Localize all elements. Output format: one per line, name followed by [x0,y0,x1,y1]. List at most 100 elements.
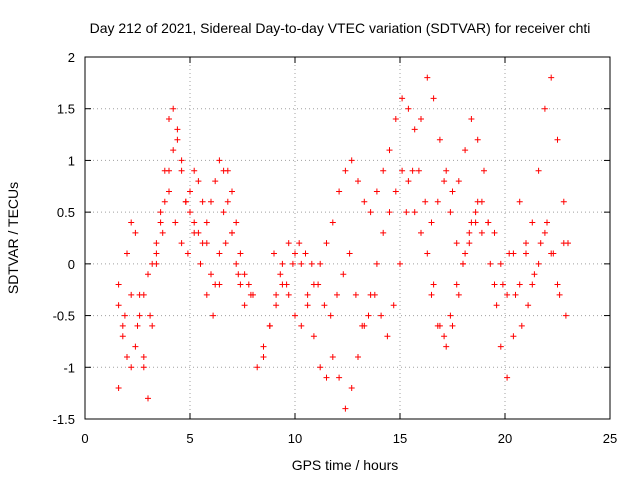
data-point [537,240,544,247]
data-point [443,343,450,350]
data-point [271,250,277,257]
data-point [195,178,202,185]
data-point [460,260,466,267]
data-point [529,219,536,226]
data-point [229,188,235,195]
data-point [260,353,267,360]
data-point [132,343,139,350]
data-point [447,209,454,216]
data-point [455,178,462,185]
data-point [157,219,164,226]
data-point [212,178,219,185]
data-point [373,260,380,267]
data-point [157,209,164,216]
data-point [178,157,185,164]
data-point [485,219,492,226]
data-point [170,105,177,112]
data-point [548,74,555,81]
data-point [453,281,460,288]
data-point [191,229,198,236]
data-point [453,240,460,247]
data-point [285,291,292,298]
data-point [197,260,204,267]
data-point [124,353,130,360]
data-point [247,291,254,298]
data-points [115,74,571,412]
data-point [455,291,462,298]
data-point [487,260,494,267]
data-point [128,364,135,371]
data-point [208,198,214,205]
data-point [174,126,181,133]
data-point [124,250,130,257]
data-point [161,198,168,205]
y-tick-label: 0 [68,257,75,272]
data-point [472,219,479,226]
data-point [359,322,366,329]
data-point [510,250,517,257]
series-F [271,167,492,340]
y-tick-label: 1 [68,153,75,168]
data-point [241,302,248,309]
data-point [512,291,519,298]
data-point [434,322,441,329]
data-point [434,198,441,205]
y-tick-labels: -1.5 -1 -0.5 0 0.5 1 1.5 2 [53,50,75,427]
data-point [289,260,296,267]
data-point [371,291,378,298]
data-point [443,167,450,174]
series-B [115,136,244,371]
data-point [222,240,229,247]
series-G [428,74,571,381]
data-point [518,322,525,329]
series-C [115,188,254,360]
data-point [260,343,267,350]
data-point [136,312,143,319]
data-point [428,291,435,298]
data-point [342,405,349,412]
data-point [424,250,431,257]
data-point [348,384,355,391]
data-point [182,198,189,205]
data-point [556,291,563,298]
y-tick-label: -1 [63,360,75,375]
data-point [184,250,191,257]
x-tick-label: 15 [393,431,407,446]
data-point [308,260,315,267]
data-point [380,229,387,236]
data-point [523,240,529,247]
x-tick-label: 10 [288,431,302,446]
data-point [285,240,292,247]
data-point [210,312,217,319]
data-point [220,209,227,216]
data-point [541,229,548,236]
data-point [187,209,193,216]
data-point [355,178,361,185]
data-point [384,333,391,340]
data-point [121,312,128,319]
data-point [447,312,454,319]
data-point [292,250,298,257]
data-point [166,167,172,174]
data-point [323,240,330,247]
data-point [229,229,235,236]
data-point [302,250,309,257]
data-point [411,126,418,133]
data-point [355,353,361,360]
data-point [296,240,303,247]
data-point [373,188,380,195]
data-point [145,271,151,278]
data-point [405,105,412,112]
data-point [310,333,317,340]
y-axis-label: SDTVAR / TECUs [5,182,21,294]
data-point [342,167,349,174]
data-point [235,271,242,278]
data-point [548,250,555,257]
data-point [279,260,286,267]
data-point [178,240,185,247]
data-point [560,198,567,205]
data-point [468,116,475,123]
data-point [233,260,240,267]
data-point [166,188,172,195]
